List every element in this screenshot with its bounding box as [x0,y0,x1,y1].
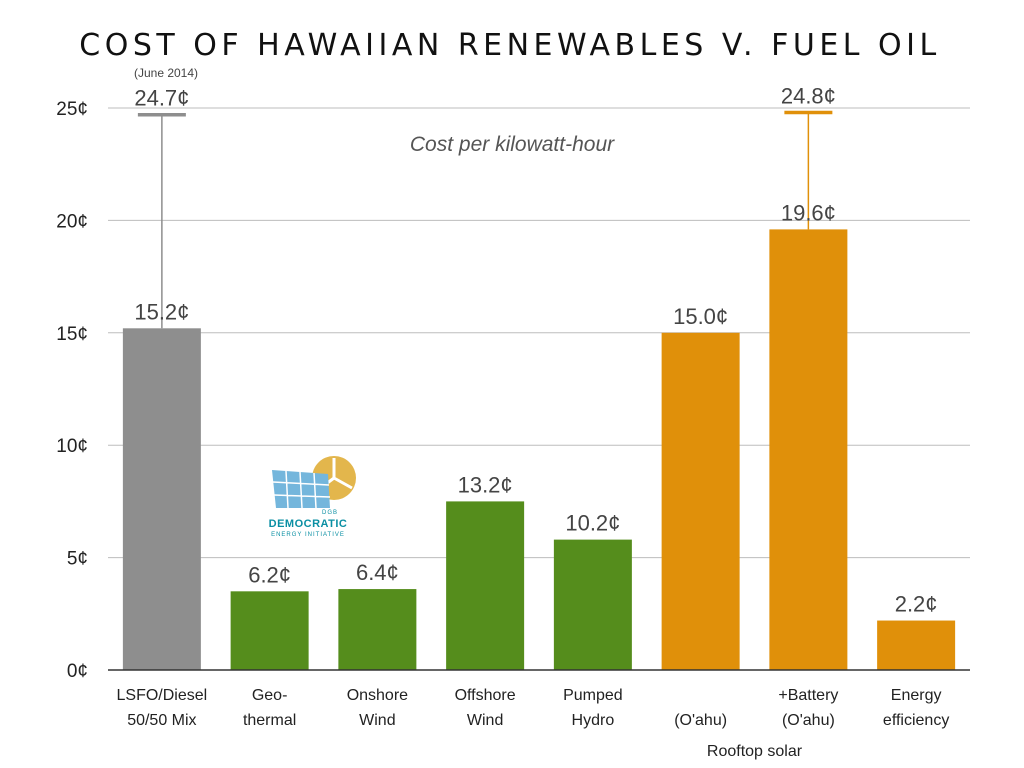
y-tick-label-5: 5¢ [67,549,88,570]
bar-4 [553,539,632,670]
x-tick-label-3-1: Wind [467,712,503,729]
x-tick-label-4-0: Pumped [563,687,623,704]
logo-solar-panel-icon [272,470,331,509]
y-tick-label-10: 10¢ [56,436,88,457]
logo-prefix: DGB [322,510,338,516]
chart-subtitle: (June 2014) [134,66,198,80]
x-tick-label-0-0: LSFO/Diesel [117,687,208,704]
x-tick-label-4-1: Hydro [572,712,615,729]
x-tick-label-6-1: (O'ahu) [782,712,835,729]
range-markers [137,110,833,329]
bar-1 [230,591,309,670]
x-axis-ticks: LSFO/Diesel 50/50 Mix Geo-thermal Onshore Wi… [117,687,950,729]
data-label-4: 10.2¢ [565,511,620,536]
x-tick-label-1-0: Geo- [252,687,288,704]
bar-2 [338,589,417,670]
y-axis-ticks: 0¢ 5¢ 10¢ 15¢ 20¢ 25¢ [56,99,88,682]
chart-annotation: Cost per kilowatt-hour [410,133,615,156]
bar-0 [122,328,201,670]
logo-name: DEMOCRATIC [269,518,348,530]
data-label-7: 2.2¢ [895,592,938,617]
data-label-2: 6.4¢ [356,560,399,585]
x-tick-label-2-0: Onshore [347,687,408,704]
data-label-3: 13.2¢ [458,472,513,497]
x-tick-label-2-1: Wind [359,712,395,729]
group-label-rooftop-solar: Rooftop solar [707,743,803,760]
data-label-0: 15.2¢ [134,299,189,324]
logo-tagline: ENERGY INITIATIVE [271,532,345,538]
y-tick-label-25: 25¢ [56,99,88,120]
x-tick-label-5-1: (O'ahu) [674,712,727,729]
data-label-6: 19.6¢ [781,200,836,225]
bar-3 [446,501,525,670]
data-label-1: 6.2¢ [248,562,291,587]
y-tick-label-15: 15¢ [56,324,88,345]
x-tick-label-7-0: Energy [891,687,942,704]
x-tick-label-3-0: Offshore [455,687,516,704]
bar-7 [877,620,956,670]
y-tick-label-20: 20¢ [56,211,88,232]
range-high-label-0: 24.7¢ [134,86,189,111]
y-tick-label-0: 0¢ [67,661,88,682]
chart-title: COST OF HAWAIIAN RENEWABLES V. FUEL OIL [79,28,940,63]
x-tick-label-1-1: thermal [243,712,296,729]
x-tick-label-6-0: +Battery [778,687,838,704]
bars [122,229,956,670]
data-label-5: 15.0¢ [673,304,728,329]
bar-5 [661,332,740,670]
range-high-label-6: 24.8¢ [781,83,836,108]
x-tick-label-7-1: efficiency [883,712,949,729]
democratic-energy-initiative-logo: DGB DEMOCRATIC ENERGY INITIATIVE [269,456,356,538]
x-tick-label-0-1: 50/50 Mix [127,712,196,729]
data-labels: 15.2¢ 24.7¢ 6.2¢ 6.4¢ 13.2¢ 10.2¢ 15.0¢ 19.6¢ 24… [134,83,937,616]
bar-6 [769,229,848,670]
